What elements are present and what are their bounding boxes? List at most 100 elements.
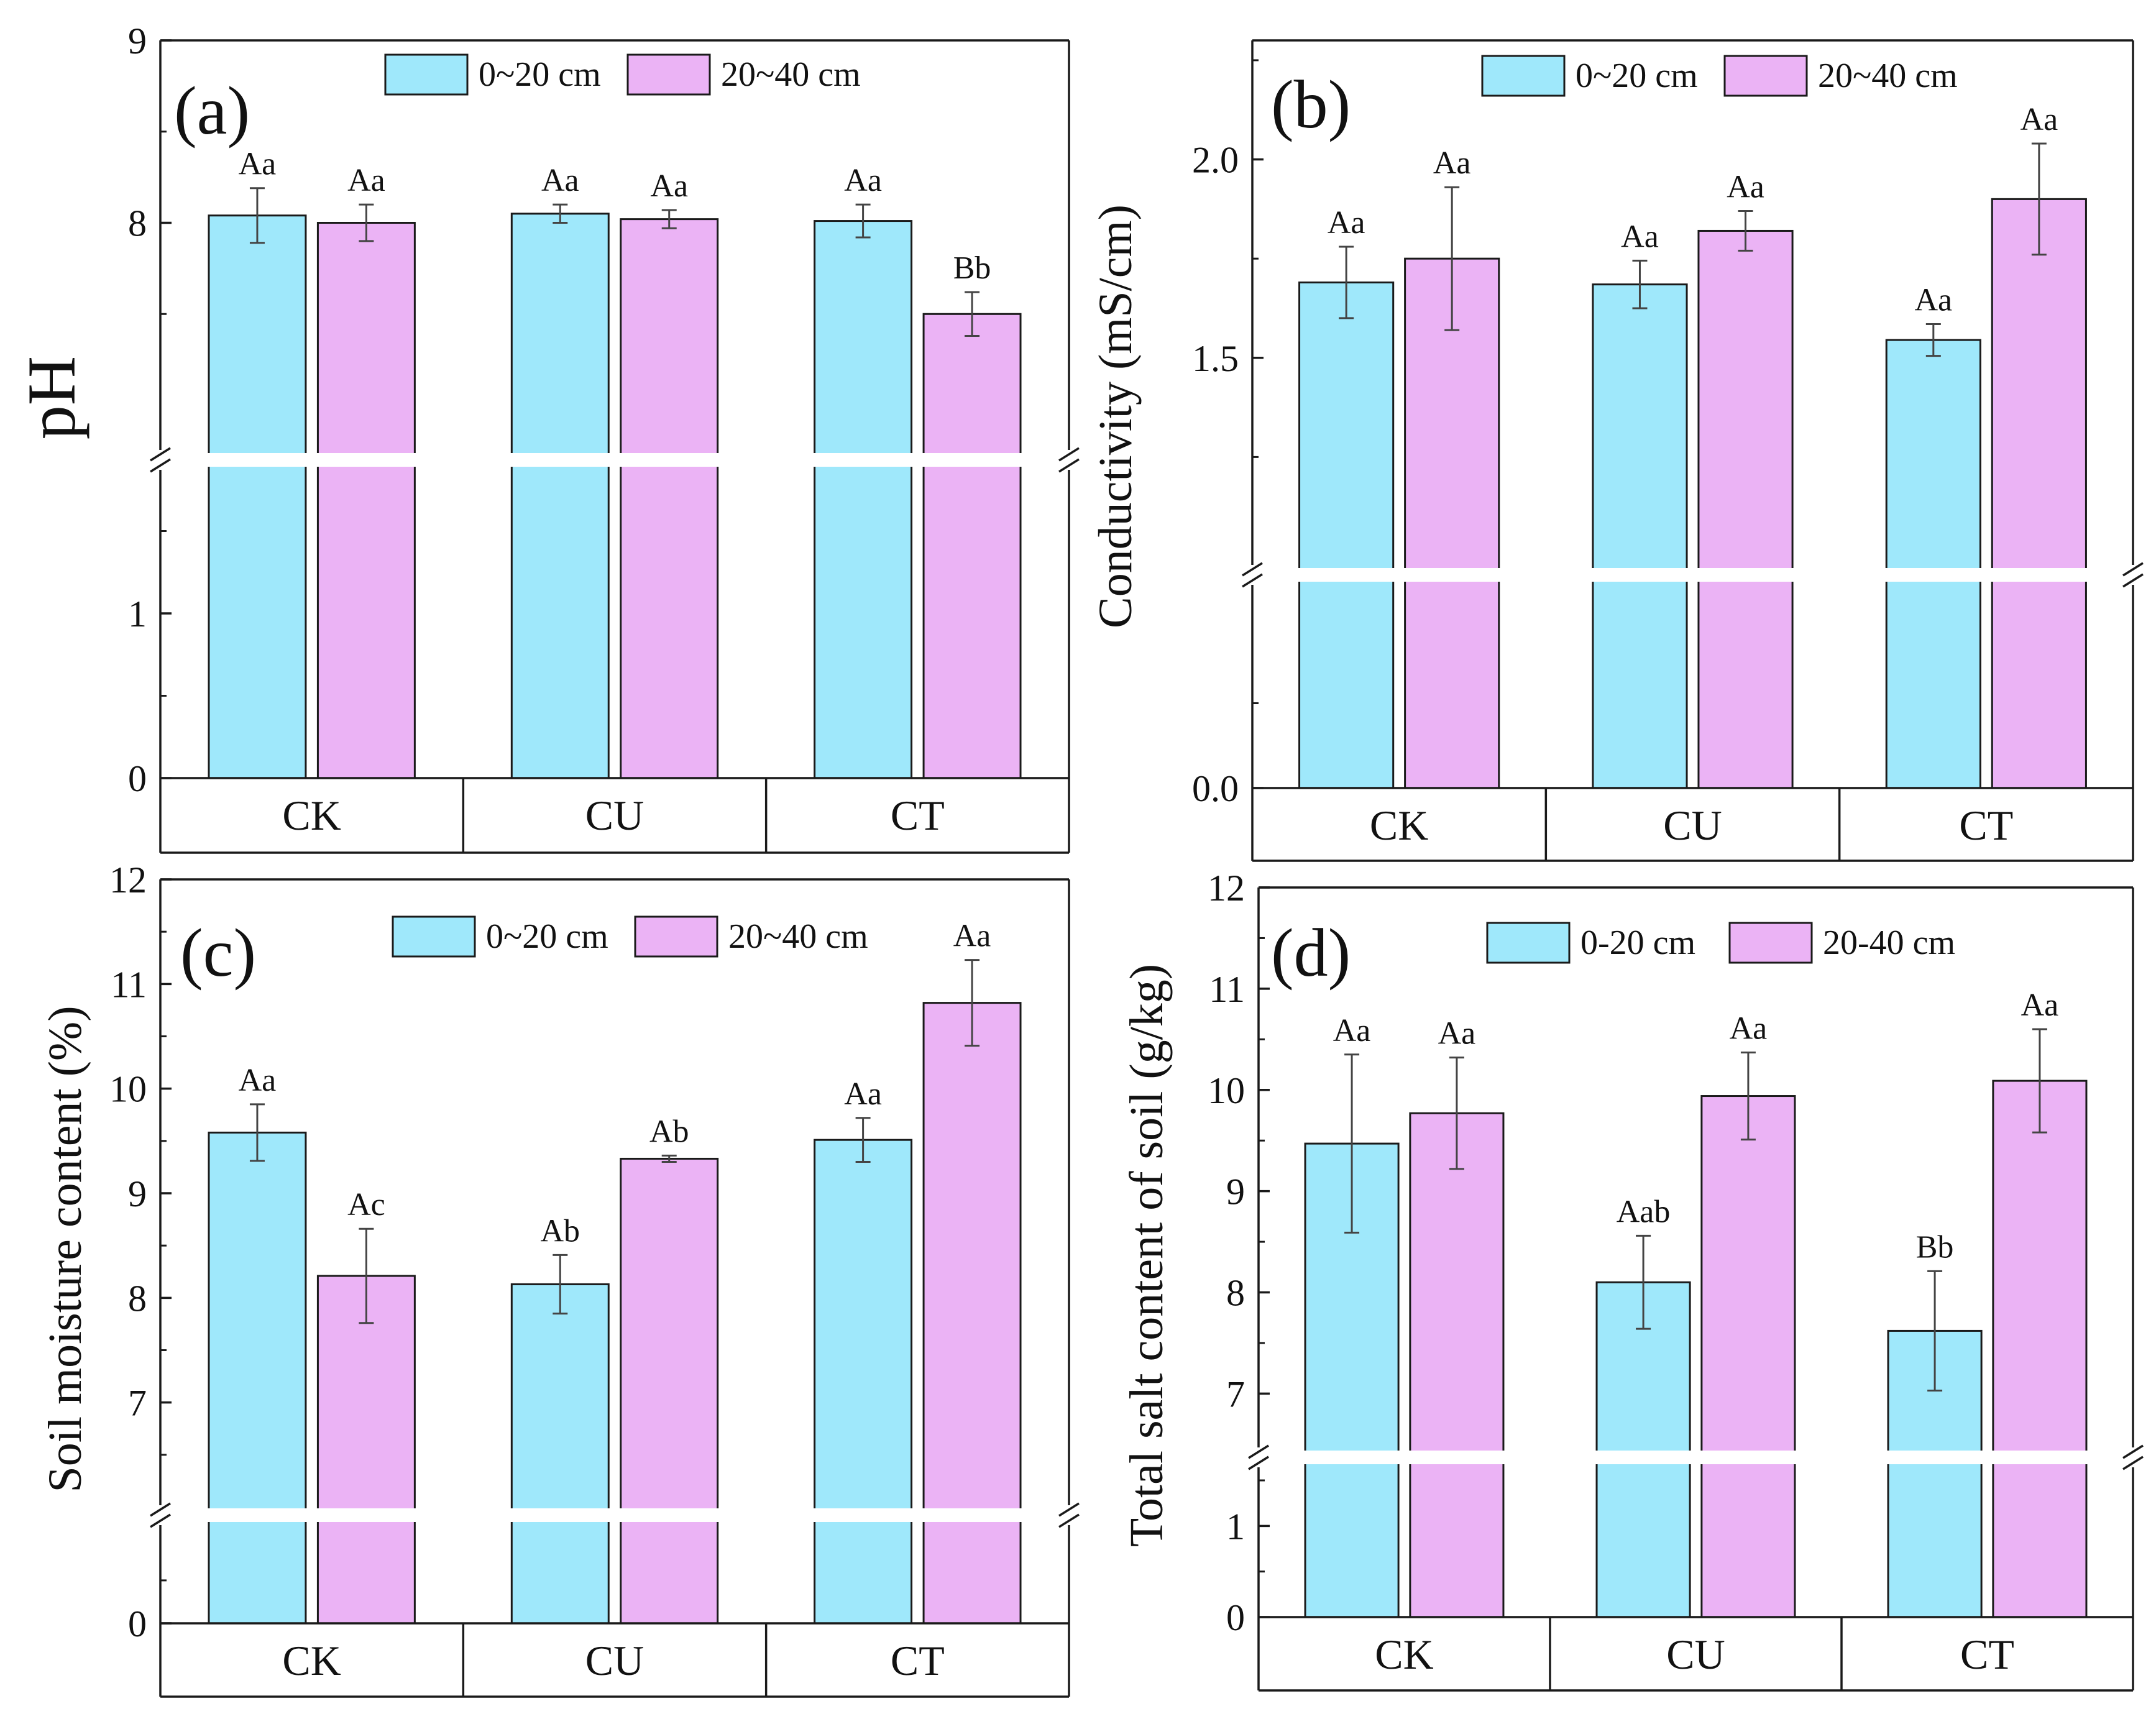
y-tick-label: 12: [109, 860, 147, 901]
y-tick-label: 9: [128, 21, 147, 62]
significance-label: Aa: [953, 919, 991, 954]
panel-b: Aa Aa Aa Aa Aa Aa CK CU CT 0.0 1.5 2.0 Conductivity …: [1089, 39, 2144, 862]
legend-label-series0: 0-20 cm: [1580, 924, 1695, 962]
legend-swatch-series1: [634, 915, 718, 958]
y-tick-label: 10: [1208, 1070, 1245, 1111]
significance-label: Ab: [540, 1213, 580, 1249]
axis-break-band: [163, 453, 1067, 467]
axis-break-mark: [1058, 1502, 1080, 1517]
bar-ct-series1: [922, 313, 1022, 779]
panel-label: (a): [174, 73, 250, 149]
y-tick-label: 9: [1226, 1171, 1245, 1213]
significance-label: Aab: [1617, 1194, 1671, 1229]
significance-label: Aa: [1333, 1013, 1371, 1048]
y-tick-label: 0: [128, 1603, 147, 1644]
y-tick-label: 0.0: [1192, 768, 1239, 809]
bar-ct-series0: [814, 220, 913, 779]
significance-label: Aa: [2021, 988, 2059, 1023]
bar-cu-series0: [1595, 1281, 1691, 1618]
panel-label: (c): [180, 915, 256, 991]
panel-d: Aa Aab Bb Aa Aa Aa CK CU CT 0 1 7 8 9 10 11 12 Total salt…: [1121, 868, 2144, 1692]
legend: 0~20 cm 20~40 cm: [1481, 55, 1958, 97]
axis-break-mark: [1242, 573, 1263, 588]
y-axis-title: Total salt content of soil (g/kg): [1121, 964, 1173, 1547]
significance-label: Ac: [347, 1187, 385, 1222]
bar-ct-series1: [922, 1002, 1022, 1625]
significance-label: Aa: [1727, 170, 1764, 205]
y-tick-label: 2.0: [1192, 140, 1239, 181]
bar-cu-series1: [620, 1157, 719, 1625]
bar-ck-series1: [316, 222, 416, 779]
y-tick-label: 1.5: [1192, 338, 1239, 379]
legend-swatch-series0: [384, 53, 469, 96]
axis-break-mark: [150, 447, 171, 462]
significance-label: Aa: [1438, 1016, 1476, 1052]
significance-label: Aa: [1433, 145, 1471, 181]
legend-label-series0: 0~20 cm: [1576, 57, 1698, 95]
bar-ck-series1: [316, 1275, 416, 1625]
legend-label-series1: 20~40 cm: [728, 917, 868, 956]
legend-swatch-series1: [1728, 922, 1813, 964]
y-tick-label: 9: [128, 1173, 147, 1214]
panel-c: Aa Ab Aa Ac Ab Aa CK CU CT 0 7 8 9 10 11 12 Soil moistur…: [39, 860, 1080, 1698]
y-tick-label: 8: [1226, 1273, 1245, 1314]
panel-label: (d): [1271, 915, 1351, 991]
bar-cu-series0: [510, 213, 610, 779]
axis-break-mark: [150, 458, 171, 473]
significance-label: Aa: [650, 168, 688, 204]
axis-break-mark: [2122, 1456, 2144, 1470]
significance-label: Aa: [541, 163, 579, 198]
category-label-ck: CK: [282, 1637, 341, 1684]
category-label-ct: CT: [891, 1637, 945, 1684]
y-tick-label: 8: [128, 1278, 147, 1319]
bar-ck-series0: [1298, 281, 1395, 789]
panel-label: (b): [1271, 66, 1351, 142]
y-axis-title: Conductivity (mS/cm): [1089, 204, 1142, 628]
category-label-cu: CU: [1663, 802, 1722, 849]
bar-ct-series1: [1991, 198, 2087, 789]
category-label-ck: CK: [1375, 1631, 1433, 1678]
bar-cu-series1: [620, 218, 719, 779]
category-label-ck: CK: [282, 792, 341, 839]
legend: 0~20 cm 20~40 cm: [392, 915, 868, 958]
axis-break-band: [1255, 568, 2131, 582]
axis-break-band: [163, 1508, 1067, 1522]
legend: 0~20 cm 20~40 cm: [384, 53, 861, 96]
bar-ct-series0: [1885, 339, 1981, 789]
significance-label: Aa: [844, 1076, 882, 1112]
axis-break-mark: [2122, 1444, 2144, 1459]
bar-ck-series0: [208, 214, 307, 779]
y-tick-label: 0: [1226, 1597, 1245, 1638]
y-axis-title: pH: [14, 356, 89, 439]
significance-label: Aa: [1328, 205, 1365, 241]
y-tick-label: 1: [128, 594, 147, 635]
panel-a: Aa Aa Aa Aa Aa Bb CK CU CT 0 1 8 9 pH (a) 0~20 cm 20~40 …: [14, 21, 1080, 854]
y-tick-label: 11: [111, 964, 147, 1005]
significance-label: Ab: [649, 1114, 689, 1149]
category-label-cu: CU: [585, 792, 644, 839]
axis-break-mark: [150, 1502, 171, 1517]
bar-ct-series0: [814, 1139, 913, 1625]
category-label-ct: CT: [1959, 802, 2013, 849]
axis-break-mark: [1248, 1444, 1269, 1459]
legend-swatch-series0: [1486, 922, 1571, 964]
legend-label-series1: 20~40 cm: [721, 55, 861, 94]
legend-swatch-series1: [626, 53, 711, 96]
legend-swatch-series0: [1481, 55, 1566, 97]
category-label-ct: CT: [1960, 1631, 2014, 1678]
category-label-cu: CU: [585, 1637, 644, 1684]
axis-break-mark: [2122, 573, 2144, 588]
bar-ct-series1: [1992, 1080, 2088, 1618]
bar-ck-series1: [1409, 1112, 1505, 1618]
y-tick-label: 12: [1208, 868, 1245, 909]
y-tick-label: 7: [128, 1383, 147, 1424]
axis-break-mark: [1058, 458, 1080, 473]
y-tick-label: 1: [1226, 1506, 1245, 1547]
category-label-cu: CU: [1666, 1631, 1725, 1678]
y-tick-label: 10: [109, 1069, 147, 1110]
axis-break-mark: [1058, 447, 1080, 462]
bar-cu-series1: [1700, 1095, 1796, 1618]
legend-label-series1: 20-40 cm: [1823, 924, 1955, 962]
axis-break-mark: [1058, 1513, 1080, 1528]
bar-cu-series0: [1592, 283, 1688, 789]
